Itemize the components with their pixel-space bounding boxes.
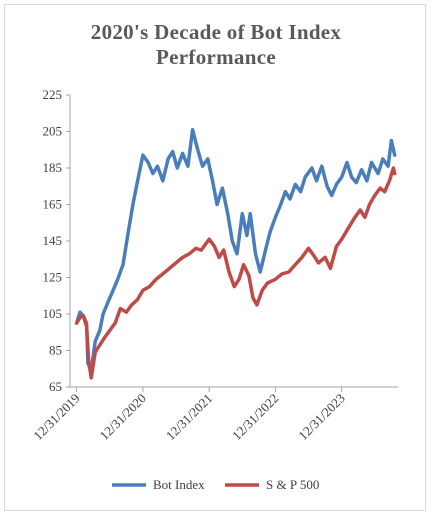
legend-label: Bot Index — [153, 477, 205, 492]
y-tick-label: 185 — [43, 160, 63, 175]
chart-frame — [4, 4, 426, 511]
x-tick-label: 12/31/2021 — [163, 391, 215, 443]
chart-title-line-2: Performance — [156, 45, 276, 69]
y-tick-label: 205 — [43, 124, 63, 139]
y-tick-label: 145 — [43, 233, 63, 248]
x-tick-label: 12/31/2022 — [229, 391, 281, 443]
y-tick-label: 225 — [43, 87, 63, 102]
chart-title: 2020's Decade of Bot Index Performance — [0, 20, 432, 70]
y-tick-label: 105 — [43, 306, 63, 321]
legend-label: S & P 500 — [266, 477, 319, 492]
x-tick-label: 12/31/2019 — [30, 391, 82, 443]
series-line-bot-index — [74, 127, 397, 373]
y-tick-label: 165 — [43, 197, 63, 212]
y-tick-label: 125 — [43, 270, 63, 285]
x-tick-label: 12/31/2023 — [295, 391, 347, 443]
series-line-sp500 — [74, 166, 397, 380]
y-tick-label: 85 — [49, 343, 62, 358]
x-tick-label: 12/31/2020 — [97, 391, 149, 443]
y-tick-label: 65 — [49, 379, 62, 394]
chart-title-line-1: 2020's Decade of Bot Index — [90, 20, 342, 44]
